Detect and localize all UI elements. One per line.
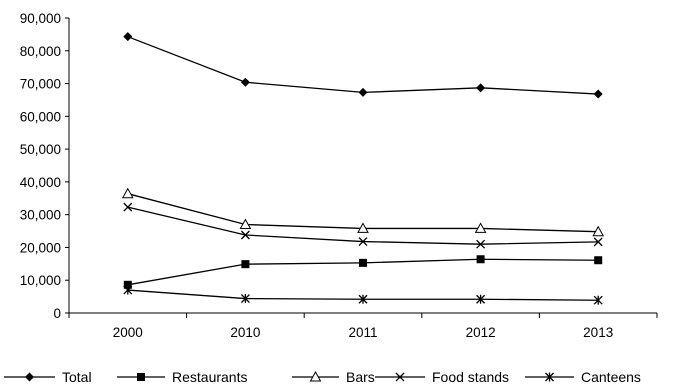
series-total <box>123 32 603 99</box>
x-tick-label: 2012 <box>466 325 496 340</box>
series-restaurants <box>123 255 603 289</box>
legend-marker <box>309 370 322 382</box>
y-tick-label: 80,000 <box>20 44 61 59</box>
data-point-food-stands <box>358 237 368 247</box>
y-tick-label: 40,000 <box>20 175 61 190</box>
x-tick-label: 2010 <box>230 325 260 340</box>
data-point-total <box>476 83 486 93</box>
y-tick-label: 50,000 <box>20 142 61 157</box>
data-point-total <box>593 89 603 99</box>
legend-label: Food stands <box>432 369 509 385</box>
data-point-restaurants <box>476 255 485 264</box>
legend-label: Restaurants <box>172 369 247 385</box>
legend-label: Bars <box>346 369 375 385</box>
data-point-food-stands <box>240 230 250 240</box>
data-point-bars <box>357 222 369 233</box>
y-tick-label: 30,000 <box>20 208 61 223</box>
data-point-bars <box>474 222 487 233</box>
legend-label: Canteens <box>581 369 641 385</box>
data-point-food-stands <box>476 239 486 249</box>
data-point-canteens <box>358 294 368 304</box>
data-point-canteens <box>240 294 250 304</box>
chart-legend: Total Restaurants Bars Food stands Canteens <box>4 369 641 385</box>
data-point-food-stands <box>123 202 133 212</box>
legend-label: Total <box>62 369 92 385</box>
data-point-restaurants <box>594 256 603 265</box>
data-point-restaurants <box>123 280 132 289</box>
chart-axes: 0 10,000 20,000 30,000 40,000 50,000 60,000 70,… <box>20 11 658 340</box>
series-food-stands <box>123 202 603 249</box>
data-point-total <box>358 87 368 97</box>
series-canteens <box>123 285 603 305</box>
legend-marker <box>545 372 554 382</box>
data-point-total <box>123 32 133 42</box>
data-point-food-stands <box>593 237 603 247</box>
y-tick-label: 20,000 <box>20 240 61 255</box>
legend-item-bars: Bars <box>292 369 375 385</box>
data-point-bars <box>121 187 134 199</box>
y-tick-label: 10,000 <box>20 273 61 288</box>
series-line-total <box>127 36 599 95</box>
data-point-total <box>240 77 250 87</box>
x-tick-label: 2000 <box>113 325 143 340</box>
chart-series <box>121 32 605 305</box>
data-point-restaurants <box>359 258 367 267</box>
y-tick-label: 90,000 <box>20 11 61 26</box>
data-point-restaurants <box>241 260 250 269</box>
data-point-canteens <box>123 285 133 295</box>
legend-marker <box>395 372 405 382</box>
legend-item-restaurants: Restaurants <box>117 369 247 385</box>
series-bars <box>121 187 605 237</box>
legend-item-food-stands: Food stands <box>375 369 509 385</box>
y-tick-label: 70,000 <box>20 77 61 92</box>
legend-marker <box>137 373 145 381</box>
legend-marker <box>25 372 34 382</box>
y-tick-label: 60,000 <box>20 109 61 124</box>
y-tick-label: 0 <box>53 306 61 321</box>
data-point-canteens <box>476 294 486 304</box>
data-point-canteens <box>593 295 603 305</box>
x-tick-label: 2013 <box>583 325 613 340</box>
legend-item-canteens: Canteens <box>525 369 641 385</box>
x-tick-label: 2011 <box>348 325 377 340</box>
data-point-bars <box>592 225 605 237</box>
legend-item-total: Total <box>4 369 92 385</box>
data-point-bars <box>239 218 252 229</box>
